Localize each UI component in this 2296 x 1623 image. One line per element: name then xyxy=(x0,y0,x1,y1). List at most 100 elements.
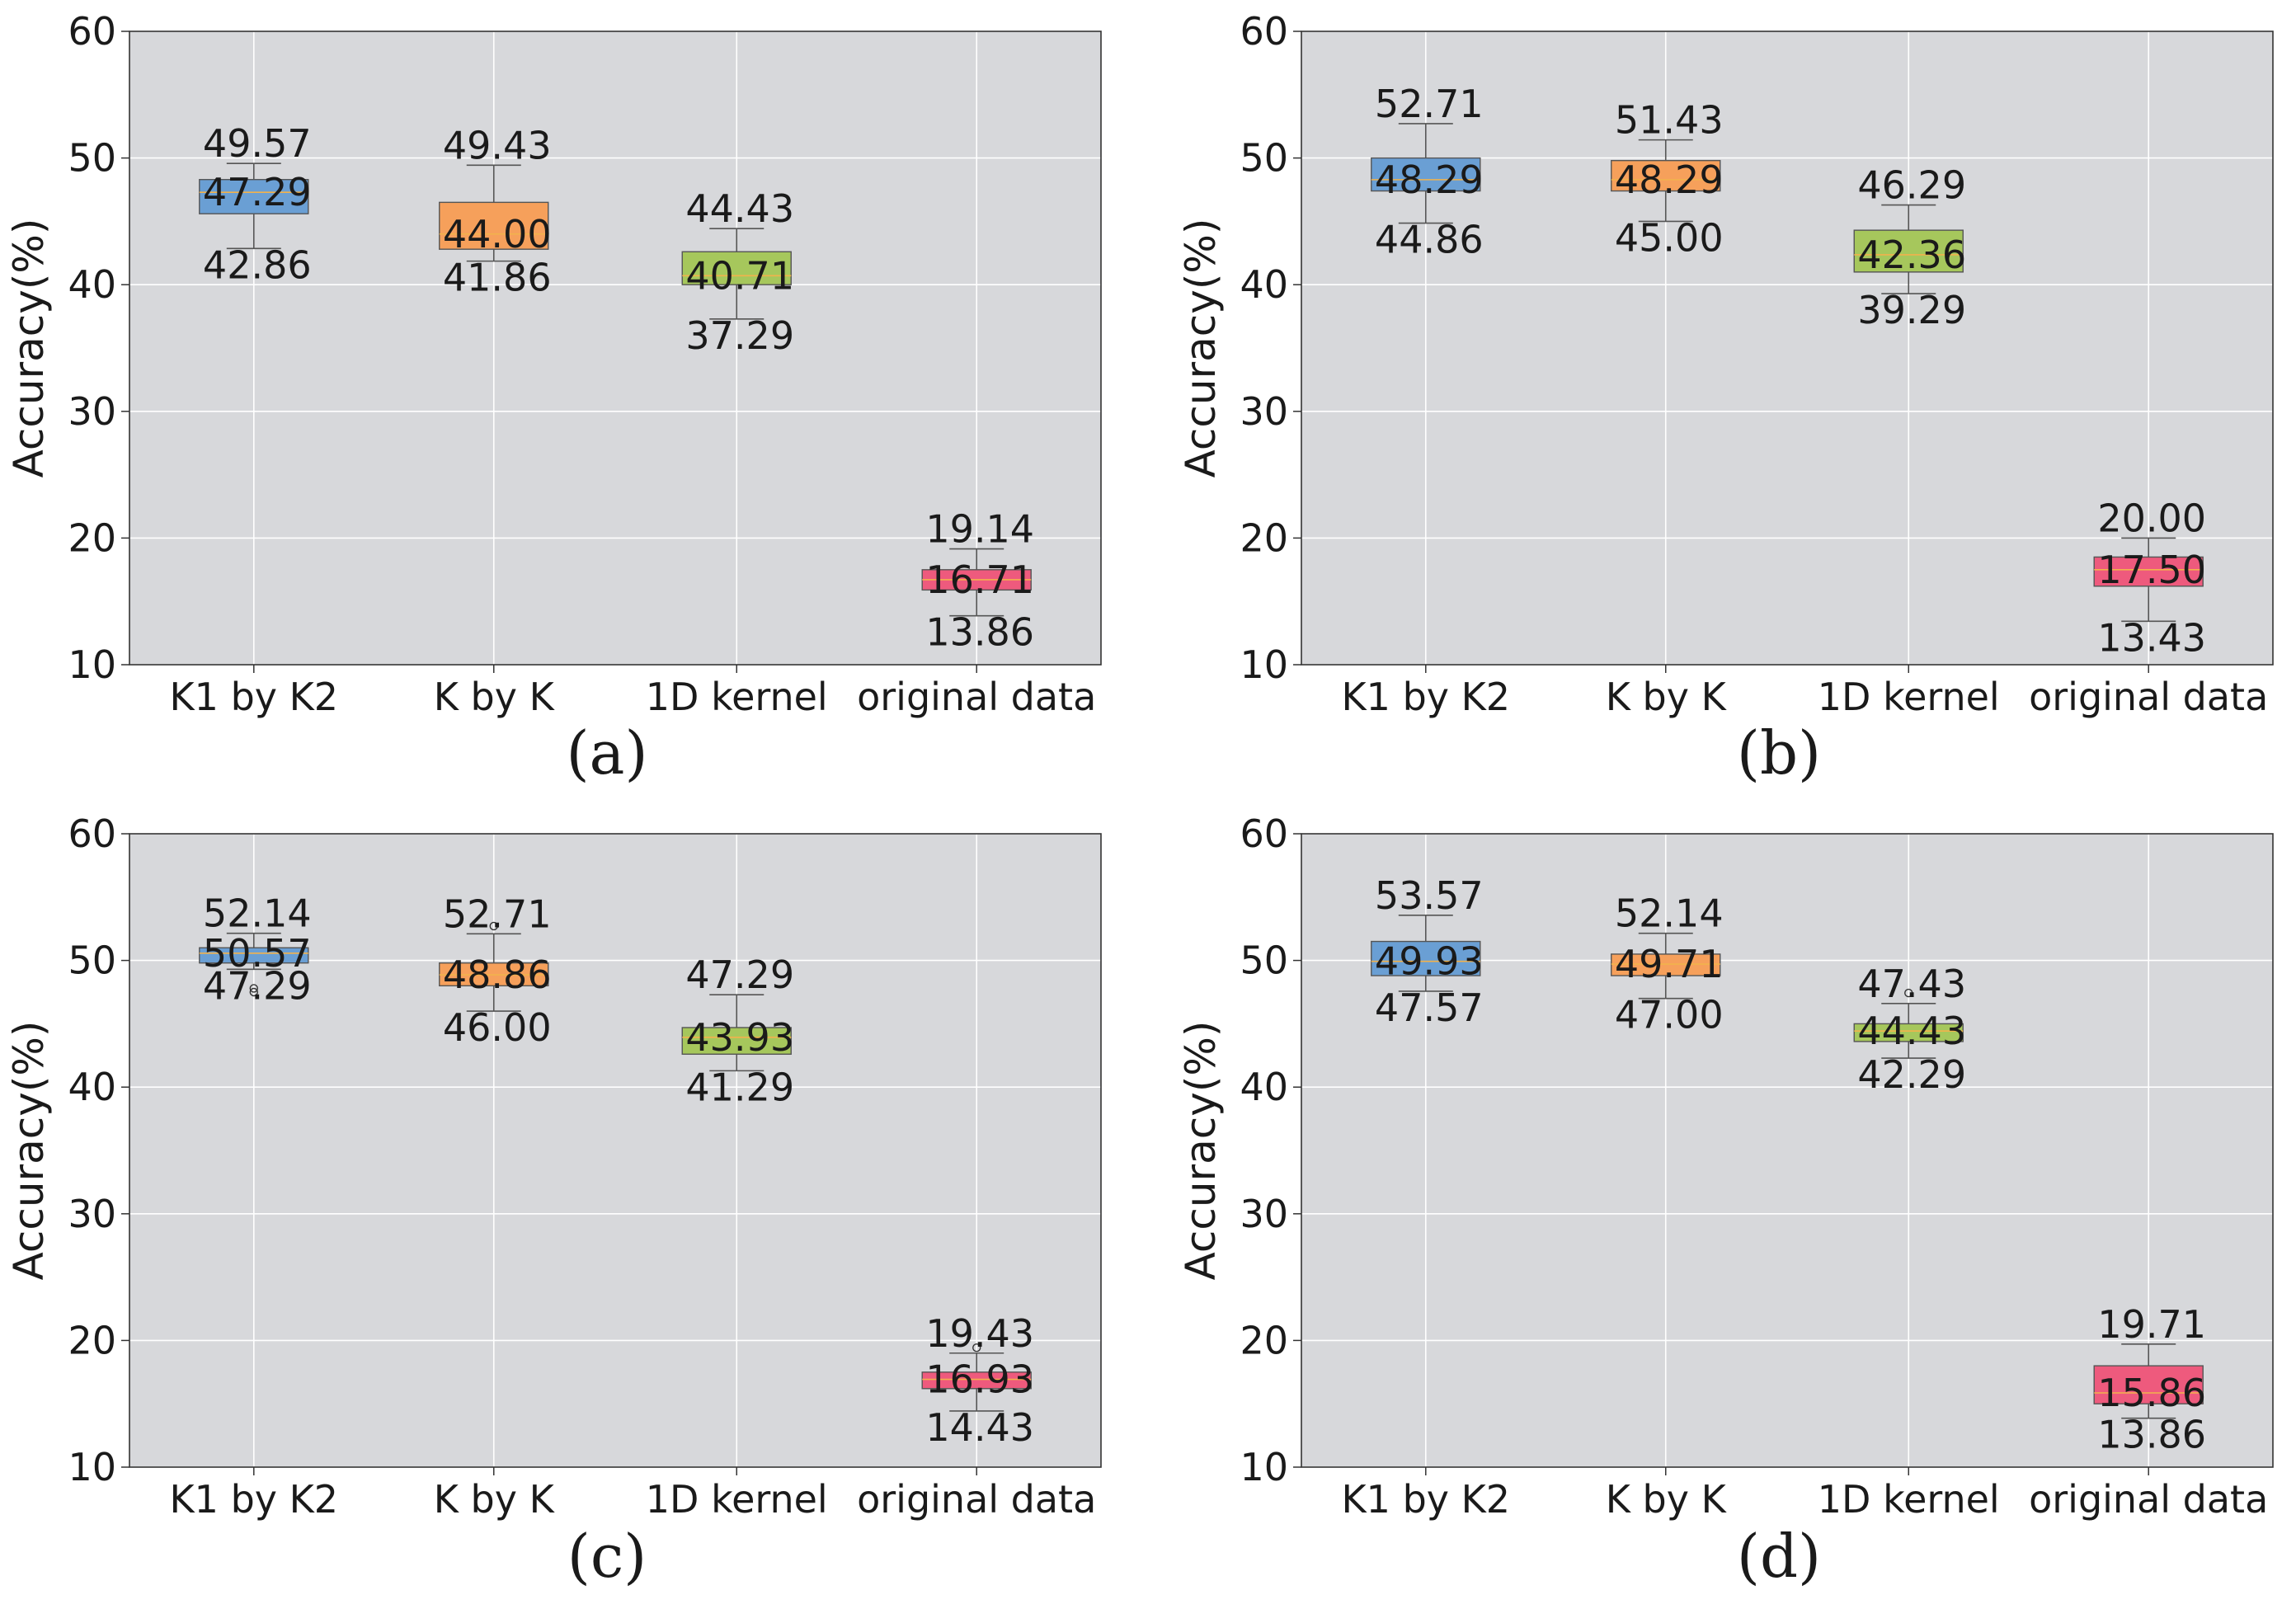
y-tick-label: 20 xyxy=(1240,1318,1288,1362)
box-1: 51.43 48.29 45.00 xyxy=(1611,98,1724,260)
x-tick-label: K1 by K2 xyxy=(170,1477,339,1522)
box-0: 52.71 48.29 44.86 xyxy=(1371,82,1484,262)
box-body xyxy=(1611,953,1721,976)
min-label: 13.43 xyxy=(2097,615,2206,660)
box-1: 52.14 49.71 47.00 xyxy=(1611,891,1724,1037)
x-tick-label: K by K xyxy=(434,1477,556,1522)
y-tick-label: 10 xyxy=(1240,642,1288,687)
x-tick-label: 1D kernel xyxy=(646,675,828,719)
box-body xyxy=(2093,556,2204,587)
x-tick-label: 1D kernel xyxy=(1818,675,2000,719)
median-label: 49.71 xyxy=(1615,942,1724,986)
y-tick-label: 30 xyxy=(68,389,116,434)
median-label: 49.93 xyxy=(1375,939,1484,984)
chart-panel-c: 10 20 30 40 50 60 K1 by K2 K by K 1D kernel origi… xyxy=(5,812,1102,1591)
y-tick-label: 20 xyxy=(68,1318,116,1362)
x-tick-label: K1 by K2 xyxy=(170,675,339,719)
y-tick-label: 50 xyxy=(68,136,116,181)
outlier-point xyxy=(489,921,498,931)
y-tick-label: 60 xyxy=(1240,9,1288,54)
x-tick-label: K1 by K2 xyxy=(1342,675,1511,719)
min-label: 13.86 xyxy=(925,610,1034,655)
max-label: 47.43 xyxy=(1857,962,1966,1006)
min-label: 45.00 xyxy=(1615,215,1724,260)
axes-frame xyxy=(129,31,1102,666)
y-tick-label: 50 xyxy=(1240,136,1288,181)
median-label: 47.29 xyxy=(203,170,312,214)
y-tick-label: 10 xyxy=(68,642,116,687)
box-2: 44.43 40.71 37.29 xyxy=(681,186,794,358)
max-label: 52.14 xyxy=(203,891,312,936)
y-tick-label: 10 xyxy=(1240,1445,1288,1489)
max-label: 49.43 xyxy=(443,123,552,167)
median-label: 43.93 xyxy=(685,1015,794,1060)
y-tick-label: 20 xyxy=(1240,515,1288,560)
y-tick-label: 30 xyxy=(1240,389,1288,434)
min-label: 41.86 xyxy=(443,256,552,300)
median-label: 42.36 xyxy=(1857,233,1966,277)
panel-caption: (a) xyxy=(566,718,647,788)
min-label: 44.86 xyxy=(1375,218,1484,262)
box-body xyxy=(1853,229,1964,273)
panel-caption: (c) xyxy=(567,1522,647,1591)
outlier-point xyxy=(1904,988,1913,998)
x-tick-label: original data xyxy=(857,1477,1096,1522)
axes-frame xyxy=(1301,31,2274,666)
max-label: 44.43 xyxy=(685,186,794,231)
max-label: 19.71 xyxy=(2097,1302,2206,1347)
y-tick-label: 20 xyxy=(68,515,116,560)
outlier-point xyxy=(249,987,258,997)
min-label: 47.00 xyxy=(1615,993,1724,1037)
median-label: 40.71 xyxy=(685,253,794,298)
max-label: 51.43 xyxy=(1615,98,1724,143)
box-body xyxy=(681,1027,792,1055)
panel-caption: (d) xyxy=(1737,1522,1821,1591)
box-body xyxy=(199,947,309,964)
y-tick-label: 40 xyxy=(68,262,116,307)
chart-panel-a: 10 20 30 40 50 60 K1 by K2 K by K 1D kernel origi… xyxy=(5,9,1102,788)
y-tick-label: 50 xyxy=(1240,939,1288,983)
median-label: 48.29 xyxy=(1615,158,1724,202)
median-label: 48.29 xyxy=(1375,158,1484,202)
max-label: 47.29 xyxy=(685,953,794,997)
max-label: 20.00 xyxy=(2097,496,2206,540)
max-label: 52.14 xyxy=(1615,891,1724,936)
box-body xyxy=(681,251,792,285)
y-tick-label: 50 xyxy=(68,939,116,983)
box-body xyxy=(439,201,549,250)
chart-panel-b: 10 20 30 40 50 60 K1 by K2 K by K 1D kernel origi… xyxy=(1177,9,2274,788)
y-tick-label: 30 xyxy=(1240,1192,1288,1236)
y-tick-label: 10 xyxy=(68,1445,116,1489)
y-tick-label: 40 xyxy=(68,1065,116,1109)
box-body xyxy=(2093,1365,2204,1404)
box-2: 46.29 42.36 39.29 xyxy=(1853,163,1966,332)
median-label: 50.57 xyxy=(203,931,312,976)
box-1: 52.71 48.86 46.00 xyxy=(439,891,552,1050)
y-tick-label: 60 xyxy=(1240,812,1288,856)
min-label: 37.29 xyxy=(685,313,794,358)
median-label: 16.93 xyxy=(925,1357,1034,1402)
median-label: 17.50 xyxy=(2097,548,2206,592)
panel-caption: (b) xyxy=(1737,718,1821,788)
max-label: 46.29 xyxy=(1857,163,1966,208)
x-tick-label: 1D kernel xyxy=(1818,1477,2000,1522)
min-label: 46.00 xyxy=(443,1005,552,1050)
outlier-point xyxy=(249,984,258,993)
y-axis-label: Accuracy(%) xyxy=(5,219,53,478)
max-label: 52.71 xyxy=(443,891,552,936)
max-label: 53.57 xyxy=(1375,873,1484,918)
box-body xyxy=(921,1371,1032,1390)
box-3: 20.00 17.50 13.43 xyxy=(2093,496,2206,660)
box-3: 19.14 16.71 13.86 xyxy=(921,507,1034,655)
box-body xyxy=(1611,159,1721,192)
median-label: 15.86 xyxy=(2097,1371,2206,1415)
axes-frame xyxy=(1301,833,2274,1468)
y-tick-label: 40 xyxy=(1240,1065,1288,1109)
median-label: 16.71 xyxy=(925,557,1034,602)
min-label: 42.29 xyxy=(1857,1052,1966,1097)
